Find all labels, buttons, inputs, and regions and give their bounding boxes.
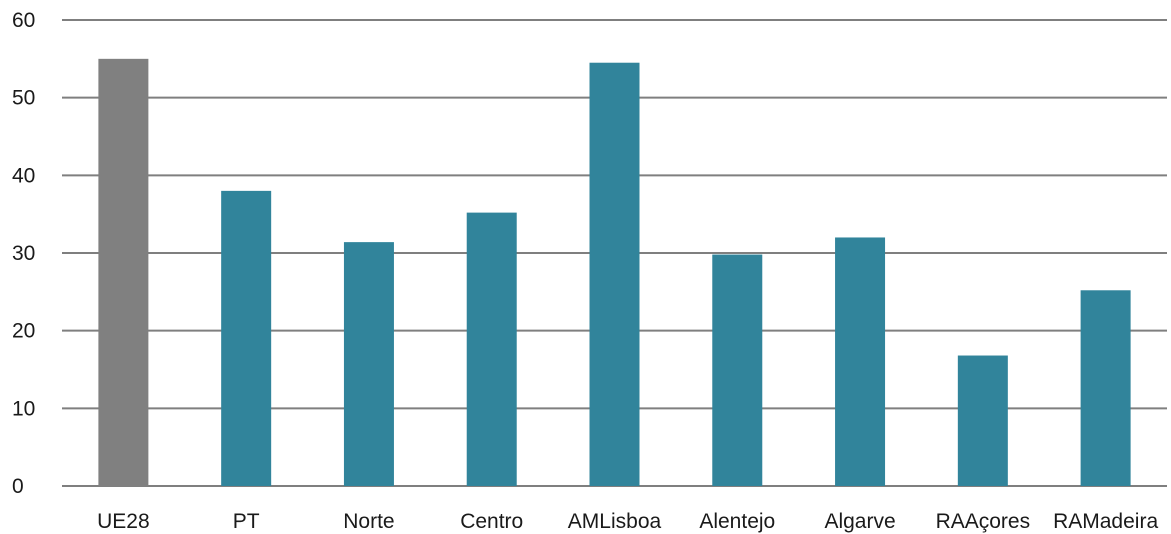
- bar: [589, 62, 640, 486]
- x-axis-category-labels: UE28 PT Norte Centro AMLisboa Alentejo Algarve…: [97, 510, 1158, 533]
- x-category-label: AMLisboa: [568, 510, 662, 533]
- y-tick-label: 40: [12, 164, 35, 187]
- x-category-label: PT: [233, 510, 260, 533]
- x-category-label: Centro: [460, 510, 523, 533]
- bar: [98, 58, 149, 486]
- bar: [712, 254, 763, 486]
- x-category-label: RAMadeira: [1053, 510, 1158, 533]
- y-tick-label: 50: [12, 87, 35, 110]
- bar-layer: [98, 58, 1131, 486]
- x-category-label: Alentejo: [699, 510, 775, 533]
- bar: [343, 242, 394, 486]
- x-category-label: RAAçores: [936, 510, 1031, 533]
- y-tick-label: 20: [12, 320, 35, 343]
- y-tick-label: 60: [12, 9, 35, 32]
- x-category-label: Norte: [343, 510, 394, 533]
- y-tick-label: 0: [12, 475, 24, 498]
- bar: [1080, 290, 1131, 486]
- x-category-label: UE28: [97, 510, 150, 533]
- x-category-label: Algarve: [824, 510, 895, 533]
- y-tick-label: 10: [12, 397, 35, 420]
- bar: [221, 190, 272, 486]
- bar: [466, 212, 517, 486]
- y-tick-label: 30: [12, 242, 35, 265]
- bar: [835, 237, 886, 486]
- bar: [957, 355, 1008, 486]
- y-axis-tick-labels: 0 10 20 30 40 50 60: [12, 9, 35, 498]
